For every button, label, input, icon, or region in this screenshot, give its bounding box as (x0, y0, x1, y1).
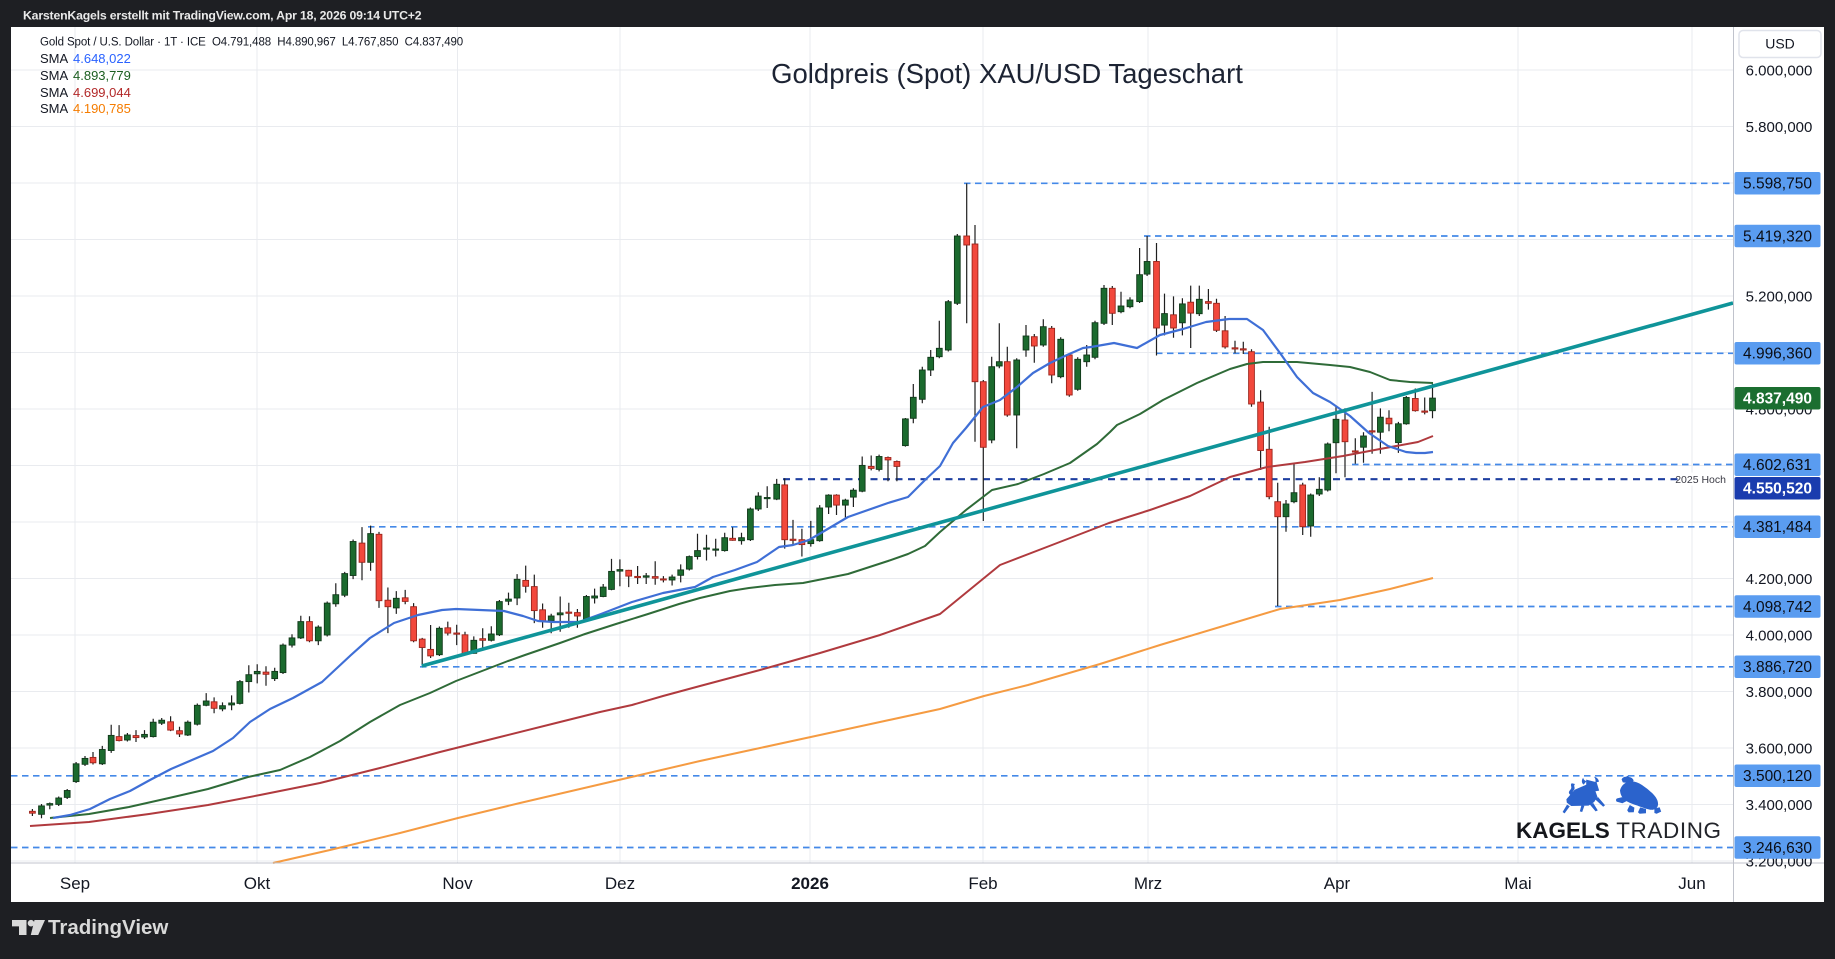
svg-text:4.098,742: 4.098,742 (1743, 599, 1812, 616)
svg-text:4.000,000: 4.000,000 (1746, 628, 1813, 645)
svg-text:4.837,490: 4.837,490 (1743, 391, 1812, 408)
svg-text:Dez: Dez (605, 874, 635, 893)
svg-text:SMA: SMA (40, 101, 69, 116)
svg-text:Jun: Jun (1678, 874, 1705, 893)
svg-text:4.996,360: 4.996,360 (1743, 346, 1812, 363)
svg-text:4.200,000: 4.200,000 (1746, 571, 1813, 588)
svg-text:Gold Spot / U.S. Dollar · 1T ·: Gold Spot / U.S. Dollar · 1T · ICE O4.79… (40, 37, 463, 49)
svg-text:2025 Hoch: 2025 Hoch (1675, 474, 1726, 486)
svg-text:5.200,000: 5.200,000 (1746, 289, 1813, 306)
svg-text:2026: 2026 (791, 874, 829, 893)
svg-text:3.600,000: 3.600,000 (1746, 741, 1813, 758)
svg-text:Mai: Mai (1504, 874, 1531, 893)
svg-text:SMA: SMA (40, 68, 69, 83)
svg-text:SMA: SMA (40, 85, 69, 100)
svg-text:USD: USD (1765, 36, 1795, 52)
svg-text:3.800,000: 3.800,000 (1746, 684, 1813, 701)
svg-text:4.550,520: 4.550,520 (1743, 481, 1812, 498)
svg-text:4.381,484: 4.381,484 (1743, 519, 1812, 536)
svg-text:4.893,779: 4.893,779 (73, 68, 131, 83)
svg-text:3.400,000: 3.400,000 (1746, 797, 1813, 814)
svg-text:KAGELS TRADING: KAGELS TRADING (1516, 818, 1722, 843)
svg-text:5.598,750: 5.598,750 (1743, 176, 1812, 193)
svg-text:4.190,785: 4.190,785 (73, 101, 131, 116)
svg-text:Nov: Nov (442, 874, 473, 893)
svg-text:4.648,022: 4.648,022 (73, 51, 131, 66)
svg-text:Mrz: Mrz (1134, 874, 1162, 893)
svg-text:Feb: Feb (968, 874, 997, 893)
svg-text:5.419,320: 5.419,320 (1743, 228, 1812, 245)
svg-text:SMA: SMA (40, 51, 69, 66)
svg-text:Sep: Sep (60, 874, 90, 893)
svg-text:Goldpreis (Spot) XAU/USD Tages: Goldpreis (Spot) XAU/USD Tageschart (771, 58, 1243, 89)
svg-text:3.886,720: 3.886,720 (1743, 659, 1812, 676)
svg-text:Okt: Okt (244, 874, 271, 893)
svg-text:3.500,120: 3.500,120 (1743, 768, 1812, 785)
svg-text:4.699,044: 4.699,044 (73, 85, 131, 100)
svg-text:6.000,000: 6.000,000 (1746, 63, 1813, 80)
svg-text:Apr: Apr (1324, 874, 1351, 893)
svg-text:5.800,000: 5.800,000 (1746, 119, 1813, 136)
svg-text:4.602,631: 4.602,631 (1743, 457, 1812, 474)
svg-text:TradingView: TradingView (48, 916, 168, 939)
svg-text:KarstenKagels erstellt mit Tra: KarstenKagels erstellt mit TradingView.c… (23, 9, 422, 23)
svg-text:3.246,630: 3.246,630 (1743, 840, 1812, 857)
